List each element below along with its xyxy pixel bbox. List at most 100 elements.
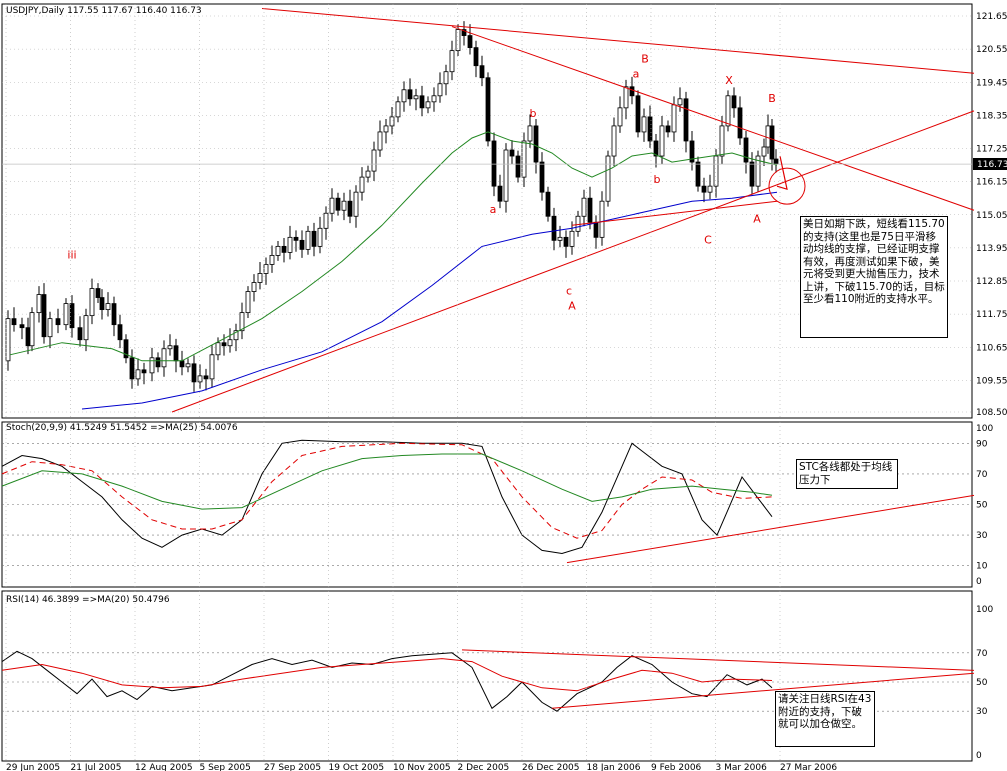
candle-body	[311, 230, 317, 247]
x-tick-label: 12 Aug 2005	[135, 763, 193, 771]
candle-body	[765, 125, 771, 148]
candle-body	[179, 360, 185, 368]
candle-body	[503, 149, 509, 202]
main-title: USDJPY,Daily 117.55 117.67 116.40 116.73	[6, 6, 202, 16]
candle-body	[293, 236, 299, 241]
y-tick-label: 111.75	[976, 310, 1007, 320]
ma-green-line	[9, 131, 778, 362]
candle-body	[509, 149, 515, 157]
candle-body	[197, 375, 203, 383]
candle-body	[707, 185, 713, 193]
candle-body	[95, 288, 101, 298]
candle-body	[587, 197, 593, 223]
wave-label: B	[768, 92, 776, 105]
candle-body	[263, 264, 269, 274]
trendline	[571, 200, 778, 226]
candle-body	[203, 375, 209, 380]
candle-body	[41, 294, 47, 338]
stoch-annotation-note: STC各线都处于均线压力下	[796, 459, 898, 489]
candle-body	[111, 303, 117, 326]
y-tick-label: 70	[976, 470, 988, 480]
candle-body	[461, 29, 467, 36]
candle-body	[185, 363, 191, 368]
wave-label: A	[568, 300, 576, 313]
candle-body	[377, 131, 383, 151]
candle-body	[257, 273, 263, 283]
wave-label: C	[704, 233, 712, 246]
down-arrow-mark	[776, 155, 788, 191]
candle-body	[191, 363, 197, 383]
candle-body	[233, 330, 239, 341]
candle-body	[719, 125, 725, 157]
candle-body	[749, 161, 755, 187]
candle-body	[36, 294, 42, 314]
candle-body	[299, 239, 305, 250]
candle-body	[449, 50, 455, 73]
support-highlight-circle	[768, 167, 806, 205]
y-tick-label: 50	[976, 678, 988, 688]
x-tick-label: 26 Dec 2005	[522, 763, 580, 771]
candle-body	[539, 161, 545, 193]
x-tick-label: 21 Jul 2005	[71, 763, 122, 771]
y-tick-label: 112.85	[976, 277, 1007, 287]
candle-body	[521, 140, 527, 178]
rsi-title: RSI(14) 46.3899 =>MA(20) 50.4796	[6, 595, 170, 605]
candle-body	[437, 83, 443, 97]
trendline	[261, 7, 975, 74]
candle-body	[347, 200, 353, 217]
x-tick-label: 27 Sep 2005	[264, 763, 321, 771]
candle-body	[479, 65, 485, 79]
candle-body	[89, 288, 95, 317]
y-tick-label: 90	[976, 439, 988, 449]
y-tick-label: 119.45	[976, 78, 1007, 88]
candle-body	[617, 107, 623, 127]
wave-label: a	[490, 203, 497, 216]
candle-body	[129, 357, 135, 380]
candle-body	[323, 212, 329, 229]
x-tick-label: 19 Oct 2005	[329, 763, 385, 771]
candle-body	[269, 255, 275, 265]
x-tick-label: 2 Dec 2005	[458, 763, 510, 771]
candle-body	[467, 35, 473, 49]
candle-body	[359, 176, 365, 193]
candle-body	[245, 291, 251, 314]
main-annotation-note: 美日如期下跌，短线看115.70的支持(这里也是75日平滑移动均线的支撑，已经证…	[800, 216, 948, 338]
candle-body	[117, 324, 123, 341]
x-tick-label: 3 Mar 2006	[716, 763, 768, 771]
candle-body	[731, 95, 737, 109]
candle-body	[515, 155, 521, 178]
wave-label: a	[633, 68, 640, 81]
wave-label: X	[725, 74, 733, 87]
candle-body	[209, 354, 215, 380]
candle-body	[287, 236, 293, 253]
candle-body	[335, 197, 341, 211]
candle-body	[275, 245, 281, 256]
candle-body	[401, 89, 407, 103]
candle-body	[281, 245, 287, 253]
candle-body	[5, 318, 11, 362]
y-tick-label: 0	[976, 577, 982, 587]
x-tick-label: 9 Feb 2006	[651, 763, 702, 771]
candle-body	[623, 86, 629, 109]
candle-body	[431, 95, 437, 103]
candle-body	[413, 95, 419, 100]
candle-body	[141, 369, 147, 374]
candle-body	[569, 230, 575, 247]
trendline	[451, 26, 975, 211]
candle-body	[443, 71, 449, 85]
wave-label: A	[753, 212, 761, 225]
candle-body	[599, 200, 605, 238]
x-tick-label: 5 Sep 2005	[200, 763, 251, 771]
x-tick-label: 27 Mar 2006	[780, 763, 837, 771]
stoch-main-line	[1, 439, 773, 555]
current-price-label: 116.73	[977, 160, 1007, 170]
x-tick-label: 29 Jun 2005	[6, 763, 60, 771]
stoch-ma-line	[1, 453, 773, 510]
candle-body	[215, 342, 221, 356]
candle-body	[149, 357, 155, 374]
candle-body	[389, 116, 395, 127]
y-tick-label: 108.50	[976, 408, 1007, 418]
main-price-panel: 121.65 120.55 119.45 118.35 117.25 116.15 115.…	[1, 3, 1007, 419]
